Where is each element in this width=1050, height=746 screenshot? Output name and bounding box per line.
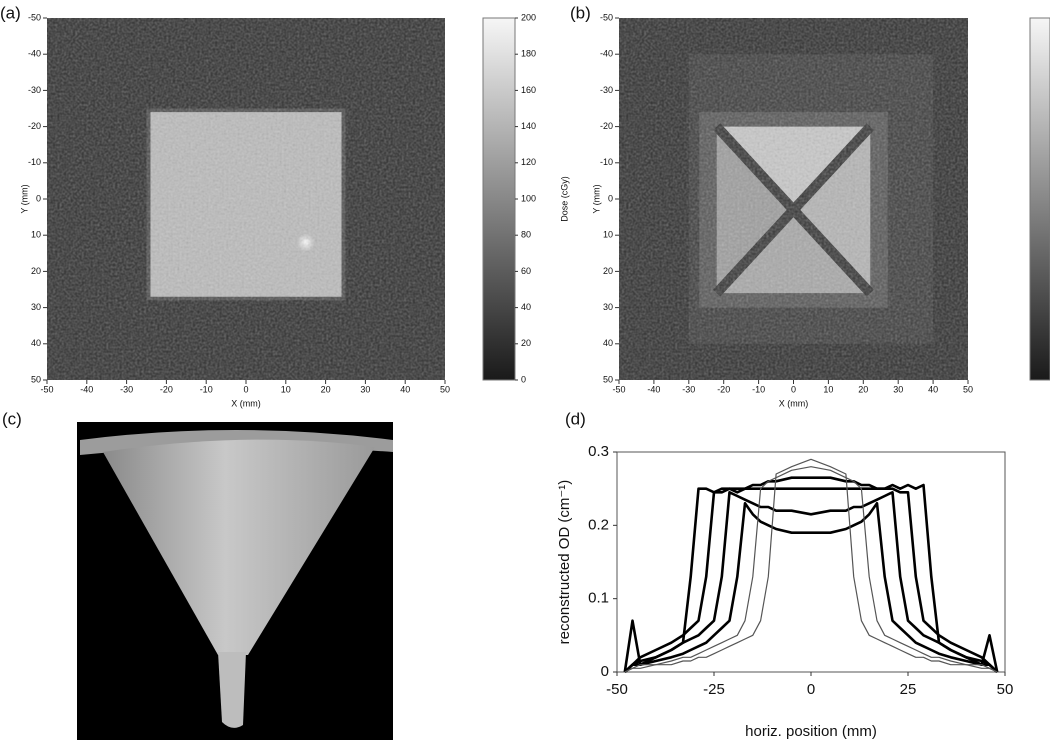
y-tick-label: 20 bbox=[603, 266, 613, 276]
colorbar bbox=[482, 17, 516, 381]
x-tick-label: 40 bbox=[928, 384, 938, 394]
y-tick-label: 10 bbox=[603, 230, 613, 240]
y-tick-label: 40 bbox=[603, 338, 613, 348]
colorbar-tick-label: 20 bbox=[521, 338, 531, 348]
x-tick-label: 20 bbox=[858, 384, 868, 394]
panel-label: (d) bbox=[565, 409, 586, 428]
y-tick-label: 50 bbox=[31, 374, 41, 384]
colorbar-tick-label: 200 bbox=[521, 12, 536, 22]
x-tick-label: 20 bbox=[321, 384, 331, 394]
y-tick-label: 40 bbox=[31, 338, 41, 348]
y-axis-label: reconstructed OD (cm⁻¹) bbox=[556, 480, 573, 645]
colorbar-label: Dose (cGy) bbox=[559, 176, 569, 222]
x-tick-label: -40 bbox=[80, 384, 93, 394]
y-tick-label: 30 bbox=[31, 302, 41, 312]
y-tick-label: 50 bbox=[603, 374, 613, 384]
y-tick-label: -20 bbox=[600, 121, 613, 131]
y-tick-label: 30 bbox=[603, 302, 613, 312]
profile-line bbox=[623, 491, 999, 673]
x-axis-label: X (mm) bbox=[231, 398, 261, 408]
x-tick-label: -50 bbox=[606, 681, 628, 698]
panel-label: (c) bbox=[2, 409, 22, 428]
y-tick-label: 0 bbox=[36, 193, 41, 203]
colorbar-tick-label: 120 bbox=[521, 157, 536, 167]
y-tick-label: -10 bbox=[28, 157, 41, 167]
x-tick-label: -10 bbox=[752, 384, 765, 394]
y-tick-label: 10 bbox=[31, 230, 41, 240]
profile-line bbox=[623, 476, 999, 673]
x-tick-label: -20 bbox=[717, 384, 730, 394]
x-tick-label: -30 bbox=[120, 384, 133, 394]
x-tick-label: 30 bbox=[360, 384, 370, 394]
x-tick-label: -40 bbox=[647, 384, 660, 394]
y-tick-label: 0.3 bbox=[588, 443, 609, 460]
heatmap-noise bbox=[47, 18, 445, 380]
x-tick-label: 30 bbox=[893, 384, 903, 394]
profile-line bbox=[624, 458, 998, 673]
y-tick-label: 0.2 bbox=[588, 516, 609, 533]
y-tick-label: -10 bbox=[600, 157, 613, 167]
x-tick-label: 50 bbox=[997, 681, 1014, 698]
colorbar-tick-label: 160 bbox=[521, 85, 536, 95]
profile-line bbox=[623, 483, 999, 673]
colorbar bbox=[1029, 17, 1050, 381]
y-tick-label: 20 bbox=[31, 266, 41, 276]
x-tick-label: 0 bbox=[791, 384, 796, 394]
x-tick-label: 10 bbox=[823, 384, 833, 394]
y-axis-label: Y (mm) bbox=[19, 184, 29, 213]
colorbar-tick-label: 80 bbox=[521, 230, 531, 240]
panel-label: (a) bbox=[0, 3, 21, 22]
x-tick-label: 0 bbox=[807, 681, 815, 698]
x-tick-label: 10 bbox=[281, 384, 291, 394]
y-tick-label: -30 bbox=[600, 85, 613, 95]
y-tick-label: -20 bbox=[28, 121, 41, 131]
y-tick-label: -40 bbox=[28, 49, 41, 59]
colorbar-tick-label: 40 bbox=[521, 302, 531, 312]
y-axis-label: Y (mm) bbox=[591, 184, 601, 213]
profile-line bbox=[624, 466, 998, 673]
colorbar-tick-label: 60 bbox=[521, 266, 531, 276]
colorbar-tick-label: 0 bbox=[521, 374, 526, 384]
y-tick-label: -50 bbox=[600, 12, 613, 22]
x-tick-label: -50 bbox=[612, 384, 625, 394]
funnel-photo bbox=[77, 422, 393, 740]
x-tick-label: -10 bbox=[200, 384, 213, 394]
heatmap-noise bbox=[619, 18, 968, 380]
x-tick-label: 50 bbox=[440, 384, 450, 394]
x-tick-label: 50 bbox=[963, 384, 973, 394]
x-axis-label: horiz. position (mm) bbox=[745, 723, 877, 740]
x-axis-label: X (mm) bbox=[779, 398, 809, 408]
y-tick-label: 0 bbox=[608, 193, 613, 203]
x-tick-label: 0 bbox=[243, 384, 248, 394]
colorbar-tick-label: 100 bbox=[521, 193, 536, 203]
x-tick-label: 25 bbox=[900, 681, 917, 698]
colorbar-tick-label: 140 bbox=[521, 121, 536, 131]
panel-label: (b) bbox=[570, 3, 591, 22]
x-tick-label: -25 bbox=[703, 681, 725, 698]
y-tick-label: -40 bbox=[600, 49, 613, 59]
x-tick-label: 40 bbox=[400, 384, 410, 394]
profile-line bbox=[623, 502, 999, 673]
colorbar-tick-label: 180 bbox=[521, 49, 536, 59]
x-tick-label: -20 bbox=[160, 384, 173, 394]
y-tick-label: -50 bbox=[28, 12, 41, 22]
y-tick-label: -30 bbox=[28, 85, 41, 95]
x-tick-label: -50 bbox=[40, 384, 53, 394]
x-tick-label: -30 bbox=[682, 384, 695, 394]
y-tick-label: 0 bbox=[601, 663, 609, 680]
y-tick-label: 0.1 bbox=[588, 590, 609, 607]
